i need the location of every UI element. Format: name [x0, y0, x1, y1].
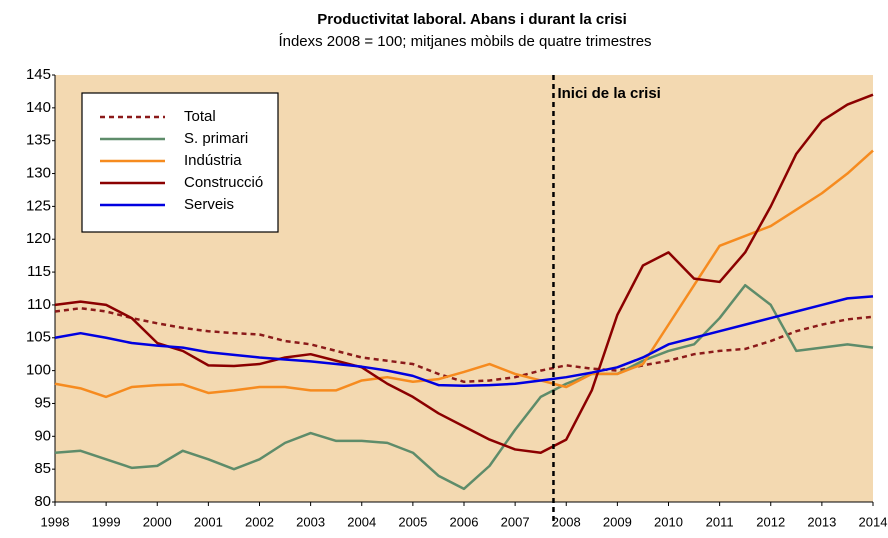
x-tick-label: 2003 [296, 514, 325, 529]
series-line [54, 295, 874, 387]
x-tick-label: 1998 [41, 514, 70, 529]
legend-label: S. primari [184, 130, 248, 147]
x-tick-label: 2010 [654, 514, 683, 529]
y-tick-label: 90 [34, 427, 51, 444]
x-tick-label: 2002 [245, 514, 274, 529]
x-tick-label: 2007 [501, 514, 530, 529]
y-tick-label: 140 [26, 99, 51, 116]
legend-label: Serveis [184, 196, 234, 213]
x-tick-label: 2014 [859, 514, 888, 529]
y-tick-label: 130 [26, 165, 51, 182]
chart-subtitle: Índexs 2008 = 100; mitjanes mòbils de qu… [278, 33, 651, 50]
x-tick-label: 2012 [756, 514, 785, 529]
x-tick-label: 2000 [143, 514, 172, 529]
x-tick-label: 2011 [706, 514, 734, 529]
series-line [54, 149, 874, 399]
annotation: Inici de la crisi [557, 85, 660, 102]
x-tick-label: 2008 [552, 514, 581, 529]
y-tick-label: 80 [34, 493, 51, 510]
y-tick-label: 135 [26, 132, 51, 149]
series-line [54, 283, 874, 491]
y-tick-label: 85 [34, 460, 51, 477]
y-tick-label: 120 [26, 230, 51, 247]
x-tick-label: 2009 [603, 514, 632, 529]
legend-label: Total [184, 108, 216, 125]
chart-title: Productivitat laboral. Abans i durant la… [317, 11, 627, 28]
series-line [54, 93, 874, 454]
x-tick-label: 2013 [807, 514, 836, 529]
legend-label: Indústria [184, 152, 242, 169]
y-tick-label: 110 [27, 296, 51, 313]
series-line [54, 306, 874, 384]
x-tick-label: 2006 [450, 514, 479, 529]
legend-box [81, 92, 279, 233]
y-tick-label: 125 [26, 197, 51, 214]
x-tick-label: 2001 [194, 514, 223, 529]
x-tick-label: 2005 [398, 514, 427, 529]
x-tick-label: 1999 [92, 514, 121, 529]
y-tick-label: 100 [26, 362, 51, 379]
y-tick-label: 145 [26, 66, 51, 83]
y-tick-label: 95 [34, 394, 51, 411]
x-tick-label: 2004 [347, 514, 376, 529]
y-tick-label: 105 [26, 329, 51, 346]
y-tick-label: 115 [27, 263, 51, 280]
legend-label: Construcció [184, 174, 263, 191]
